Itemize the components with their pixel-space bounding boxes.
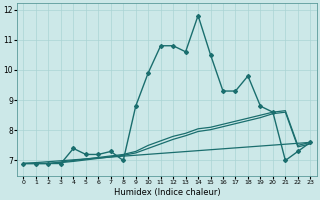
X-axis label: Humidex (Indice chaleur): Humidex (Indice chaleur) (114, 188, 220, 197)
